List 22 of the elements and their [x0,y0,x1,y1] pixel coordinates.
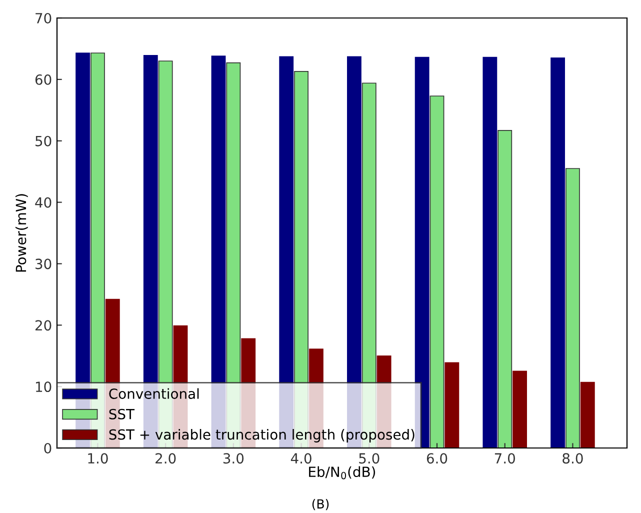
y-tick-label: 10 [36,382,52,392]
x-tick-label: 3.0 [223,453,244,464]
y-tick-label: 60 [35,74,52,85]
y-tick-label: 40 [35,197,52,208]
y-tick-label: 30 [36,258,52,270]
x-tick-label: 1.0 [88,453,108,464]
y-axis-title: Power(mW) [15,194,28,272]
y-tick-label: 20 [35,320,52,331]
x-tick-label: 6.0 [426,453,448,464]
x-tick-label: 8.0 [562,453,583,464]
y-tick-label: 50 [36,136,52,146]
x-tick-label: 5.0 [359,453,380,464]
legend-label: SST [109,408,135,420]
legend-label: Conventional [109,388,199,399]
x-tick-label: 4.0 [290,453,312,464]
y-tick-label: 70 [36,12,52,24]
y-tick-label: 0 [44,442,52,454]
x-axis-title: Eb/N$_{0}$(dB) [309,466,376,480]
x-tick-label: 7.0 [494,453,515,464]
legend-label: SST + variable truncation length (proposed) [109,429,414,442]
x-tick-label: 2.0 [156,453,176,464]
text: (B) [312,498,329,510]
